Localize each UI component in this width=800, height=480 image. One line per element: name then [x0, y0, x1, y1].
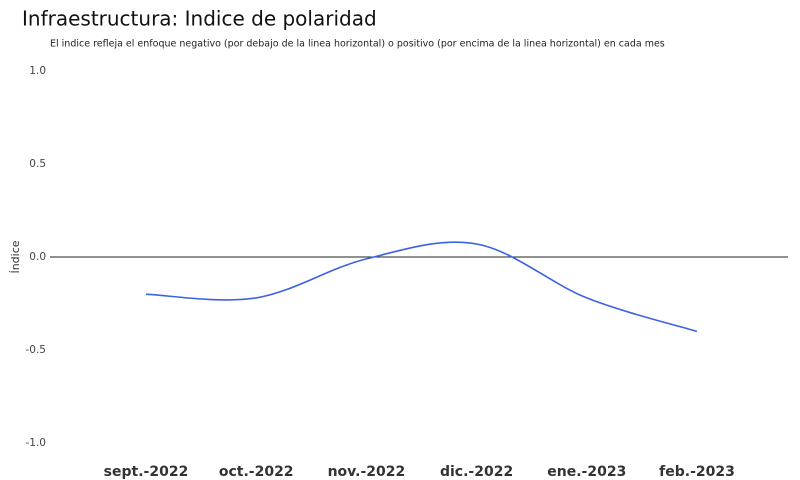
x-tick-label: sept.-2022 [104, 464, 189, 480]
y-tick-label: 0.5 [29, 158, 46, 170]
y-tick-label: -0.5 [26, 344, 47, 356]
chart-subtitle: El indice refleja el enfoque negativo (p… [50, 39, 665, 50]
y-tick-label: 0.0 [29, 251, 46, 263]
x-tick-label: dic.-2022 [440, 464, 513, 480]
data-line [145, 241, 698, 333]
x-tick-label: oct.-2022 [219, 464, 294, 480]
x-tick-label: ene.-2023 [547, 464, 626, 480]
y-axis-label: Índice [9, 240, 22, 273]
y-tick-label: 1.0 [29, 65, 46, 77]
chart-title: Infraestructura: Indice de polaridad [22, 7, 377, 31]
x-tick-label: feb.-2023 [659, 464, 735, 480]
x-tick-label: nov.-2022 [328, 464, 406, 480]
y-tick-label: -1.0 [26, 437, 47, 449]
